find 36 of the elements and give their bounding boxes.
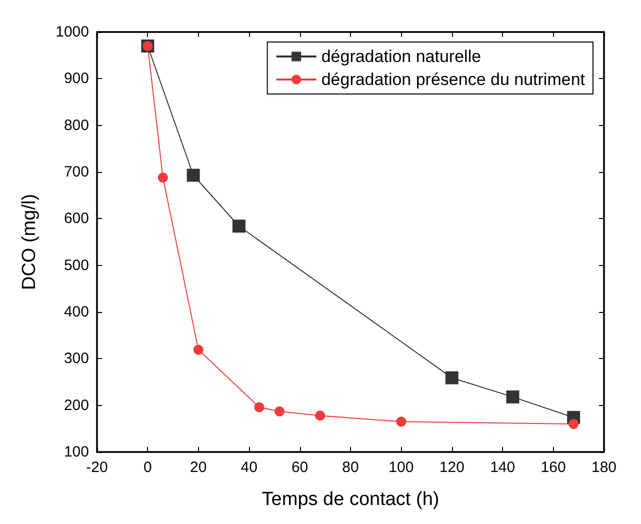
y-axis-title: DCO (mg/l) — [19, 194, 40, 290]
x-tick-label: 0 — [144, 459, 152, 476]
y-tick-label: 400 — [64, 304, 89, 320]
point — [315, 410, 326, 421]
x-tick-label: 80 — [342, 459, 359, 476]
point — [396, 416, 406, 427]
point — [232, 220, 246, 233]
y-tick-label: 900 — [64, 70, 89, 88]
legend-label: dégradation présence du nutriment — [321, 70, 586, 89]
y-tick-label: 1000 — [56, 24, 89, 40]
x-tick-label: 180 — [591, 459, 617, 476]
x-tick-label: -20 — [86, 459, 108, 476]
x-tick-label: 20 — [190, 459, 207, 476]
point — [254, 402, 264, 412]
point — [186, 168, 200, 182]
point — [568, 419, 579, 429]
point — [445, 371, 458, 384]
y-tick-label: 700 — [64, 164, 89, 180]
x-axis-title: Temps de contact (h) — [262, 489, 440, 510]
x-tick-label: 40 — [240, 459, 258, 476]
y-tick-label: 600 — [64, 210, 89, 228]
legend-label: dégradation naturelle — [321, 47, 482, 66]
point — [506, 390, 520, 404]
x-tick-label: 120 — [439, 459, 464, 476]
y-tick-label: 100 — [64, 444, 89, 460]
y-tick-label: 300 — [64, 350, 89, 368]
x-tick-label: 140 — [490, 459, 516, 476]
x-tick-label: 160 — [540, 459, 566, 476]
y-tick-label: 500 — [64, 256, 89, 274]
point — [158, 172, 168, 183]
y-tick-label: 200 — [64, 396, 89, 414]
x-tick-label: 100 — [388, 459, 414, 476]
point — [193, 344, 204, 355]
x-tick-label: 60 — [291, 459, 308, 476]
y-tick-label: 800 — [64, 116, 89, 134]
point — [274, 406, 285, 416]
